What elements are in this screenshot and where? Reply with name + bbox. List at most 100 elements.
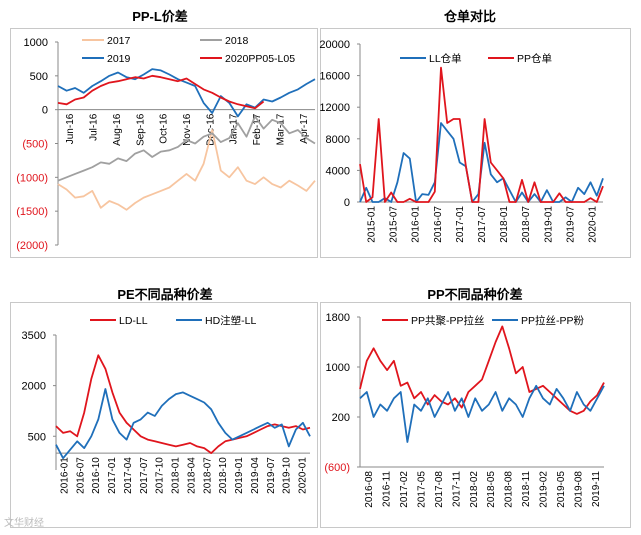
chart-frame-pp [320, 302, 631, 528]
series-line-pe-1 [55, 388, 311, 460]
x-tick-label-pe: 2017-04 [123, 457, 134, 494]
x-tick-label-warrant: 2017-01 [455, 206, 466, 243]
x-tick-label-pe: 2019-07 [266, 457, 277, 494]
x-tick-label-pp: 2017-11 [451, 471, 462, 507]
x-tick-label-pe: 2018-10 [218, 457, 229, 494]
legend-label-warrant-0: LL仓单 [429, 52, 462, 65]
x-tick-label-pp: 2017-08 [434, 471, 445, 508]
chart-title-pe: PE不同品种价差 [117, 287, 213, 302]
x-tick-label-ppl: Oct-16 [159, 113, 170, 143]
y-tick-label-pp: 1800 [326, 312, 350, 324]
y-tick-label-warrant: 20000 [319, 39, 350, 51]
legend-label-ppl-1: 2018 [225, 35, 249, 47]
x-tick-label-pp: 2018-05 [486, 471, 497, 508]
x-tick-label-pp: 2018-11 [521, 471, 532, 507]
legend-label-ppl-0: 2017 [107, 35, 131, 47]
series-line-ppl-3 [57, 74, 265, 110]
chart-title-warrant: 仓单对比 [443, 9, 496, 24]
y-tick-label-pp: 200 [332, 412, 350, 424]
legend-label-pe-0: LD-LL [119, 315, 148, 327]
x-tick-label-warrant: 2016-01 [411, 206, 422, 243]
y-tick-label-warrant: 8000 [326, 134, 350, 146]
x-tick-label-ppl: Feb-17 [252, 113, 263, 145]
x-tick-label-pe: 2016-01 [59, 457, 70, 494]
x-tick-label-pe: 2017-10 [155, 457, 166, 494]
legend-label-ppl-3: 2020PP05-L05 [225, 53, 295, 65]
x-tick-label-pe: 2016-07 [75, 457, 86, 494]
x-tick-label-warrant: 2020-01 [587, 206, 598, 243]
x-tick-label-ppl: Jun-16 [65, 113, 76, 144]
y-tick-label-pe: 2000 [22, 381, 46, 393]
x-tick-label-pp: 2017-05 [417, 471, 428, 508]
y-tick-label-warrant: 12000 [319, 102, 350, 114]
y-tick-label-ppl: 500 [30, 71, 48, 83]
x-tick-label-ppl: Jul-16 [89, 113, 100, 141]
x-tick-label-pe: 2018-01 [171, 457, 182, 494]
chart-title-pp: PP不同品种价差 [427, 287, 523, 302]
x-tick-label-ppl: Sep-16 [135, 113, 146, 146]
series-line-pp-0 [359, 325, 605, 415]
series-line-ppl-2 [57, 68, 316, 118]
legend-label-warrant-1: PP仓单 [517, 52, 552, 65]
y-tick-label-ppl: (1000) [16, 172, 48, 184]
chart-frame-warrant [320, 28, 631, 258]
x-tick-label-pp: 2019-02 [539, 471, 550, 508]
x-tick-label-ppl: Apr-17 [299, 113, 310, 143]
chart-frame-ppl [10, 28, 318, 258]
y-tick-label-pe: 3500 [22, 330, 46, 342]
x-tick-label-pp: 2018-02 [469, 471, 480, 508]
series-line-warrant-1 [359, 66, 604, 203]
y-tick-label-pp: (600) [324, 462, 350, 474]
y-tick-label-ppl: (2000) [16, 240, 48, 252]
y-tick-label-pp: 1000 [326, 362, 350, 374]
y-tick-label-ppl: (500) [22, 139, 48, 151]
x-tick-label-warrant: 2018-07 [521, 206, 532, 243]
x-tick-label-pp: 2019-08 [573, 471, 584, 508]
x-tick-label-pe: 2016-10 [91, 457, 102, 494]
x-tick-label-pe: 2019-10 [282, 457, 293, 494]
x-tick-label-ppl: Nov-16 [182, 113, 193, 146]
x-tick-label-warrant: 2015-01 [367, 206, 378, 243]
x-tick-label-pe: 2019-01 [234, 457, 245, 494]
chart-frame-pe [10, 302, 318, 528]
x-tick-label-pp: 2019-05 [556, 471, 567, 508]
watermark: 文华财经 [4, 518, 44, 529]
x-tick-label-pe: 2018-04 [186, 457, 197, 494]
legend-label-pe-1: HD注塑-LL [205, 314, 257, 327]
y-tick-label-ppl: 1000 [24, 37, 48, 49]
series-line-ppl-0 [57, 129, 316, 211]
series-line-pp-1 [359, 384, 605, 443]
x-tick-label-warrant: 2015-07 [389, 206, 400, 243]
x-tick-label-pe: 2017-07 [139, 457, 150, 494]
x-tick-label-pp: 2019-11 [591, 471, 602, 507]
series-line-ppl-1 [57, 115, 316, 182]
y-tick-label-warrant: 16000 [319, 71, 350, 83]
series-line-pe-0 [55, 354, 311, 454]
legend-label-pp-1: PP拉丝-PP粉 [521, 314, 585, 327]
x-tick-label-pp: 2016-08 [364, 471, 375, 508]
y-tick-label-warrant: 4000 [326, 165, 350, 177]
y-tick-label-ppl: (1500) [16, 206, 48, 218]
legend-label-ppl-2: 2019 [107, 53, 131, 65]
x-tick-label-pp: 2017-02 [399, 471, 410, 508]
x-tick-label-pe: 2018-07 [202, 457, 213, 494]
x-tick-label-pe: 2020-01 [298, 457, 309, 494]
y-tick-label-warrant: 0 [344, 197, 350, 209]
x-tick-label-warrant: 2018-01 [499, 206, 510, 243]
legend-label-pp-0: PP共聚-PP拉丝 [411, 314, 485, 327]
x-tick-label-ppl: Aug-16 [112, 113, 123, 146]
x-tick-label-pp: 2016-11 [382, 471, 393, 507]
x-tick-label-ppl: Mar-17 [275, 113, 286, 145]
x-tick-label-pe: 2019-04 [250, 457, 261, 494]
y-tick-label-ppl: 0 [42, 105, 48, 117]
x-tick-label-pe: 2017-01 [107, 457, 118, 494]
x-tick-label-warrant: 2016-07 [433, 206, 444, 243]
y-tick-label-pe: 500 [28, 431, 46, 443]
x-tick-label-pp: 2018-08 [504, 471, 515, 508]
chart-title-ppl: PP-L价差 [132, 9, 188, 24]
x-tick-label-warrant: 2019-01 [543, 206, 554, 243]
x-tick-label-ppl: Dec-16 [205, 113, 216, 146]
x-tick-label-warrant: 2019-07 [565, 206, 576, 243]
x-tick-label-warrant: 2017-07 [477, 206, 488, 243]
